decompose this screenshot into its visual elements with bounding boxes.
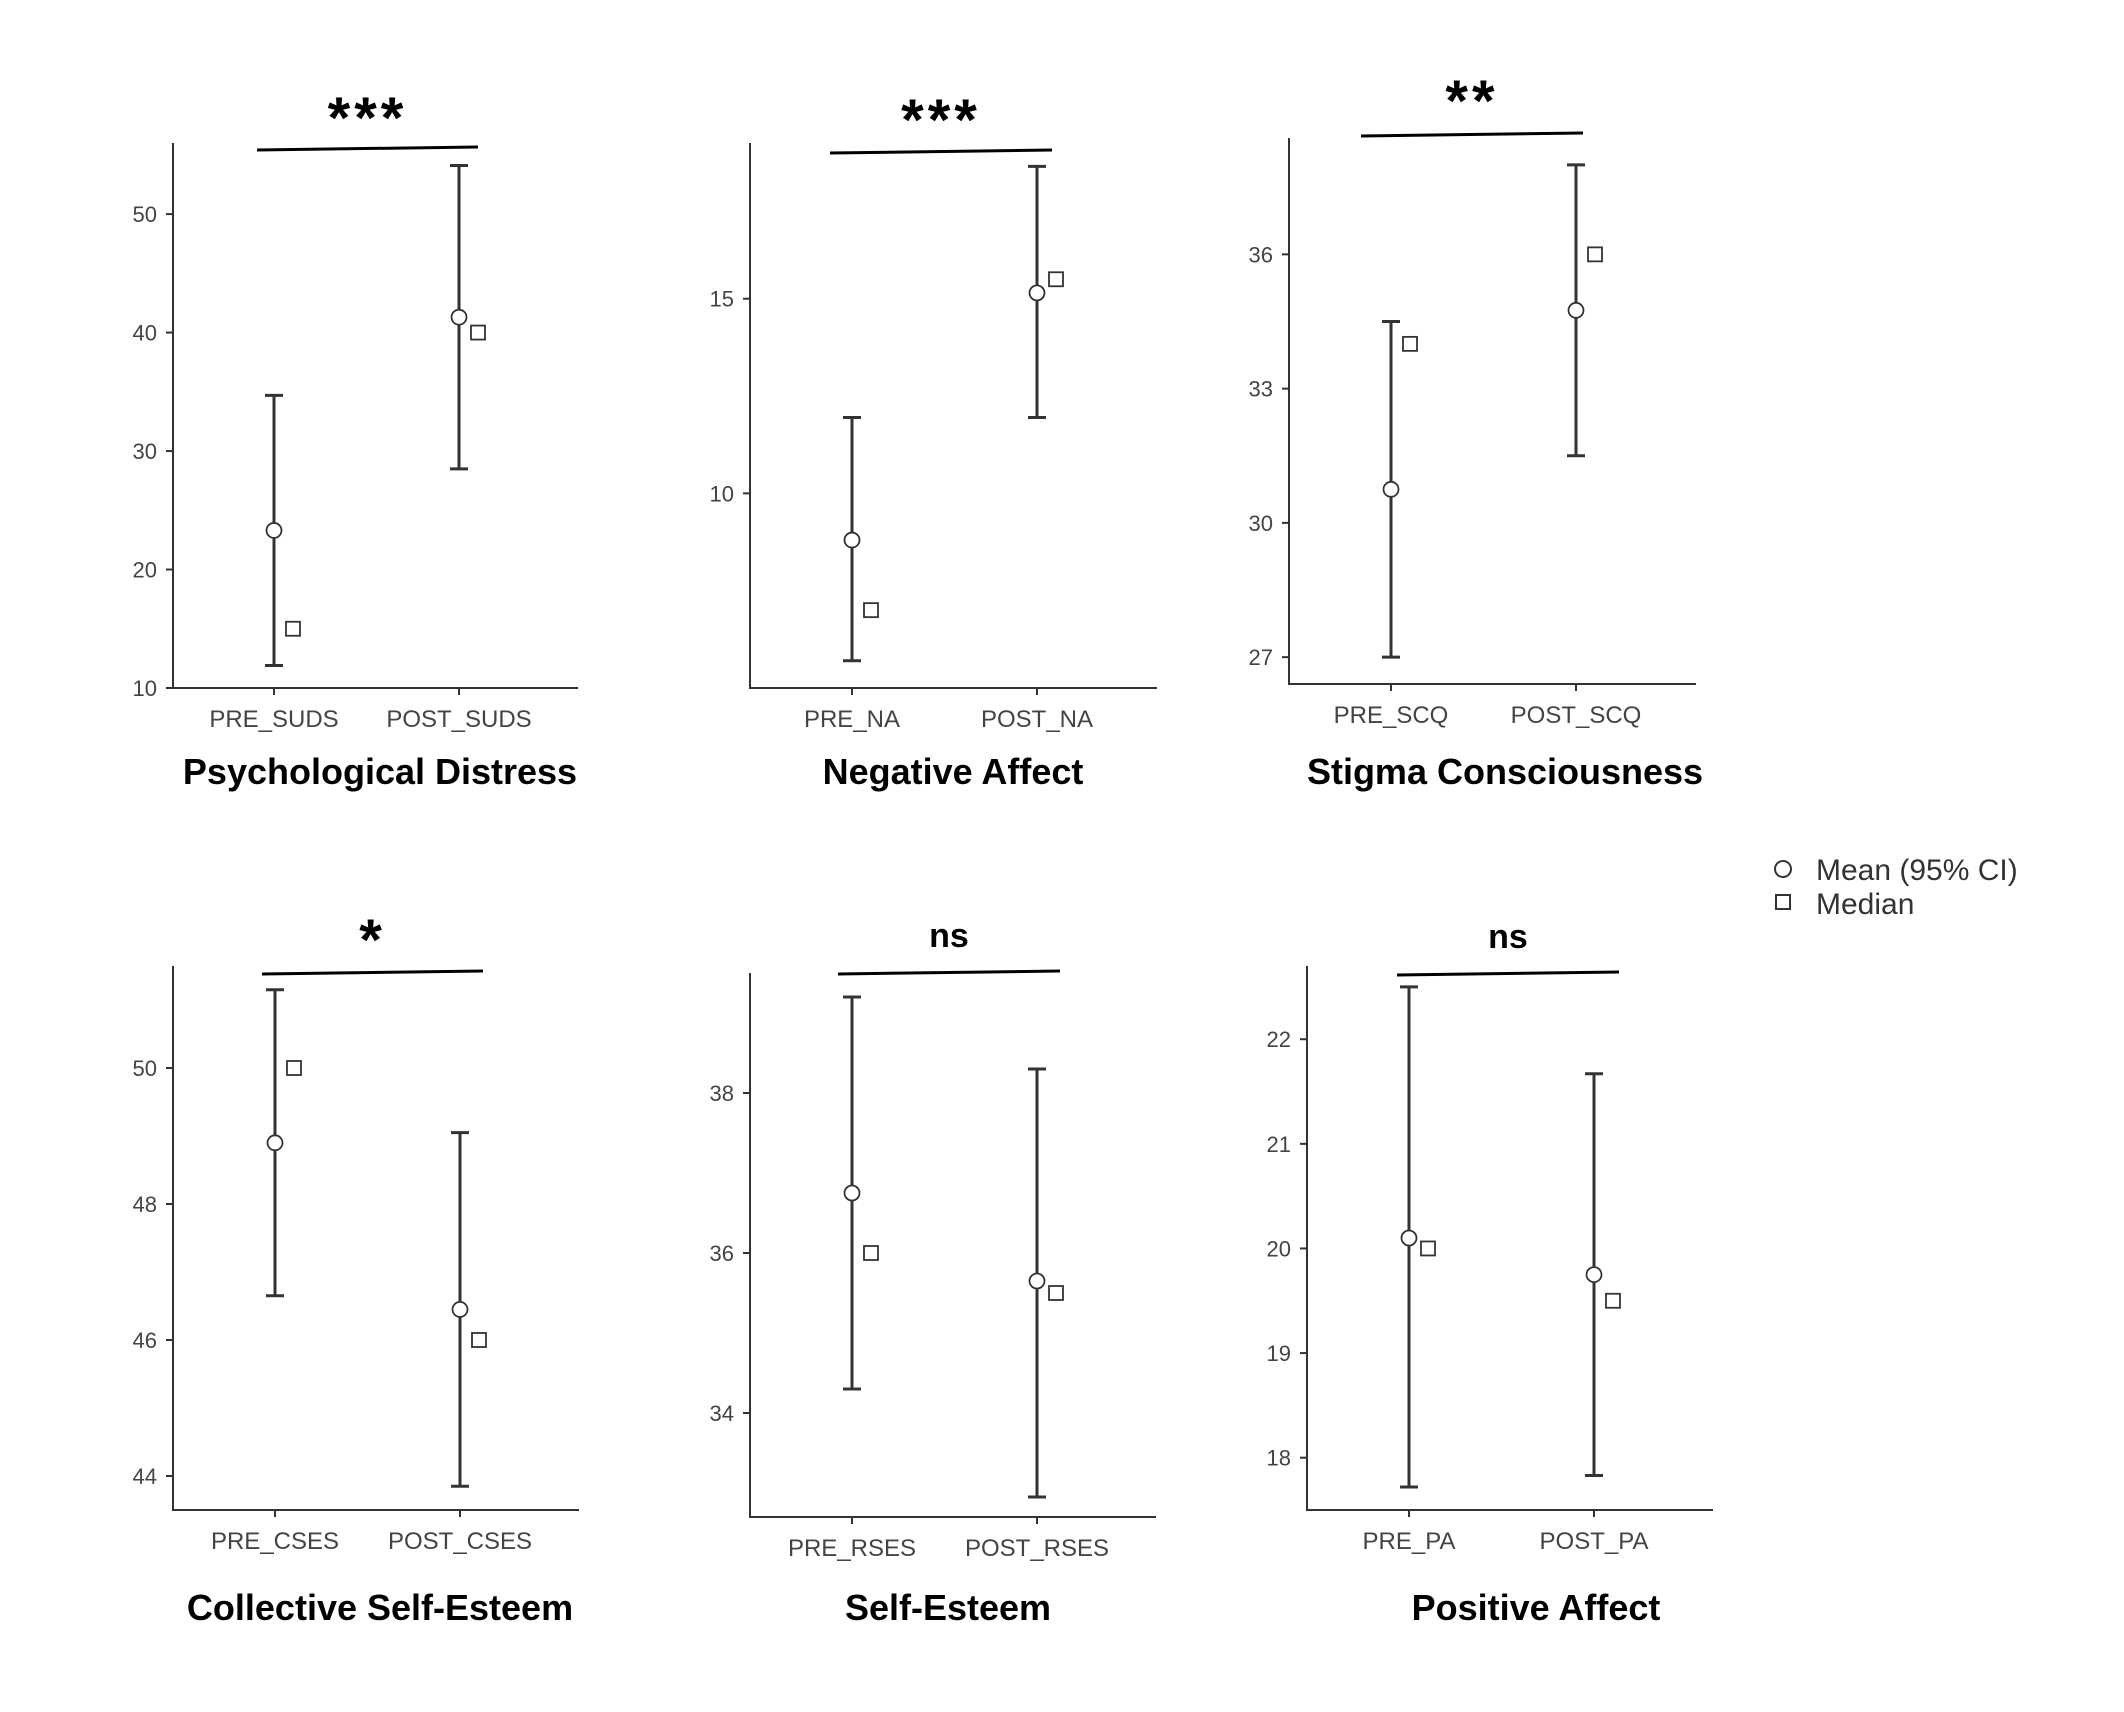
significance-bar [829, 148, 1053, 155]
significance-label: *** [901, 88, 981, 153]
x-tick-label: POST_PA [1540, 1528, 1649, 1555]
median-point [471, 1332, 487, 1348]
median-point [1605, 1292, 1621, 1309]
y-tick-label: 21 [1267, 1132, 1291, 1157]
mean-point [1585, 1266, 1603, 1284]
chart-panel-4: 44 46 48 50 PRE_CSES POST_CSES * Collective Sel… [133, 908, 579, 1628]
x-tick-label: PRE_SCQ [1334, 702, 1449, 729]
y-tick-label: 10 [133, 676, 157, 701]
y-tick-label: 36 [710, 1241, 734, 1266]
y-tick-label: 50 [133, 202, 157, 227]
x-tick-label: PRE_NA [804, 706, 900, 733]
median-point [285, 620, 301, 637]
y-tick-label: 40 [133, 321, 157, 346]
median-point [470, 324, 486, 341]
y-tick-label: 30 [133, 439, 157, 464]
significance-label: *** [328, 86, 408, 151]
y-tick-label: 20 [133, 558, 157, 583]
y-tick-label: 18 [1267, 1446, 1291, 1471]
panel-title: Collective Self-Esteem [187, 1587, 573, 1628]
median-point [1048, 271, 1064, 288]
significance-bar [837, 969, 1061, 976]
x-tick-label: PRE_RSES [788, 1535, 916, 1562]
significance-bar [1360, 131, 1584, 138]
mean-point [266, 1134, 284, 1152]
median-point [1402, 335, 1418, 352]
y-tick-label: 20 [1267, 1236, 1291, 1261]
median-point [1420, 1240, 1436, 1257]
y-tick-label: 15 [710, 287, 734, 312]
median-point [1048, 1285, 1064, 1301]
chart-panel-6: 18 19 20 21 22 PRE_PA POST_PA ns Positive Affect [1267, 918, 1713, 1628]
x-tick-label: POST_NA [981, 706, 1093, 733]
mean-point [451, 1301, 469, 1318]
significance-bar [256, 145, 479, 152]
significance-label: ns [1488, 918, 1528, 956]
y-tick-label: 50 [133, 1056, 157, 1081]
legend-mean-label: Mean (95% CI) [1816, 854, 2018, 887]
mean-point [843, 1184, 861, 1202]
legend: Mean (95% CI) Median [1774, 854, 2018, 921]
median-point [1587, 246, 1603, 263]
panel-title: Negative Affect [823, 751, 1084, 792]
legend-median-label: Median [1816, 888, 1914, 921]
legend-median-marker [1775, 894, 1791, 910]
y-tick-label: 22 [1267, 1027, 1291, 1052]
y-tick-label: 48 [133, 1192, 157, 1217]
x-tick-label: POST_CSES [388, 1528, 532, 1555]
y-tick-label: 19 [1267, 1341, 1291, 1366]
panel-title: Psychological Distress [183, 751, 577, 792]
y-tick-label: 36 [1249, 242, 1273, 267]
x-tick-label: POST_RSES [965, 1535, 1109, 1562]
y-tick-label: 27 [1249, 645, 1273, 670]
mean-point [843, 531, 861, 549]
mean-point [1028, 1272, 1046, 1290]
y-tick-label: 46 [133, 1328, 157, 1353]
significance-bar [1396, 970, 1620, 977]
mean-point [265, 522, 283, 539]
panel-title: Positive Affect [1412, 1587, 1661, 1628]
x-tick-label: PRE_PA [1363, 1528, 1456, 1555]
mean-point [1567, 301, 1585, 319]
panel-title: Self-Esteem [845, 1587, 1051, 1628]
y-tick-label: 38 [710, 1081, 734, 1106]
y-tick-label: 33 [1249, 377, 1273, 402]
mean-point [1028, 284, 1046, 302]
median-point [863, 602, 879, 619]
chart-panel-2: 10 15 PRE_NA POST_NA *** Negative Affect [710, 88, 1157, 792]
panel-title: Stigma Consciousness [1307, 751, 1703, 792]
mean-point [450, 308, 468, 326]
y-tick-label: 10 [710, 481, 734, 506]
y-tick-label: 44 [133, 1464, 157, 1489]
significance-label: ** [1445, 69, 1498, 134]
chart-panel-5: 34 36 38 PRE_RSES POST_RSES ns Self-Esteem [710, 917, 1156, 1628]
legend-mean-marker [1774, 860, 1792, 878]
mean-point [1382, 480, 1400, 498]
chart-panel-3: 27 30 33 36 PRE_SCQ POST_SCQ ** Stigma Consciou… [1249, 69, 1704, 792]
significance-label: * [359, 908, 386, 973]
median-point [863, 1245, 879, 1261]
significance-label: ns [929, 917, 969, 955]
median-point [286, 1060, 302, 1076]
x-tick-label: POST_SUDS [386, 706, 531, 733]
mean-point [1400, 1229, 1418, 1247]
x-tick-label: PRE_SUDS [209, 706, 338, 733]
y-tick-label: 30 [1249, 511, 1273, 536]
significance-bar [261, 969, 484, 976]
x-tick-label: PRE_CSES [211, 1528, 339, 1555]
chart-panel-1: 10 20 30 40 50 PRE_SUDS POST_SUDS *** Psychologi… [133, 86, 578, 792]
y-tick-label: 34 [710, 1401, 734, 1426]
x-tick-label: POST_SCQ [1511, 702, 1642, 729]
